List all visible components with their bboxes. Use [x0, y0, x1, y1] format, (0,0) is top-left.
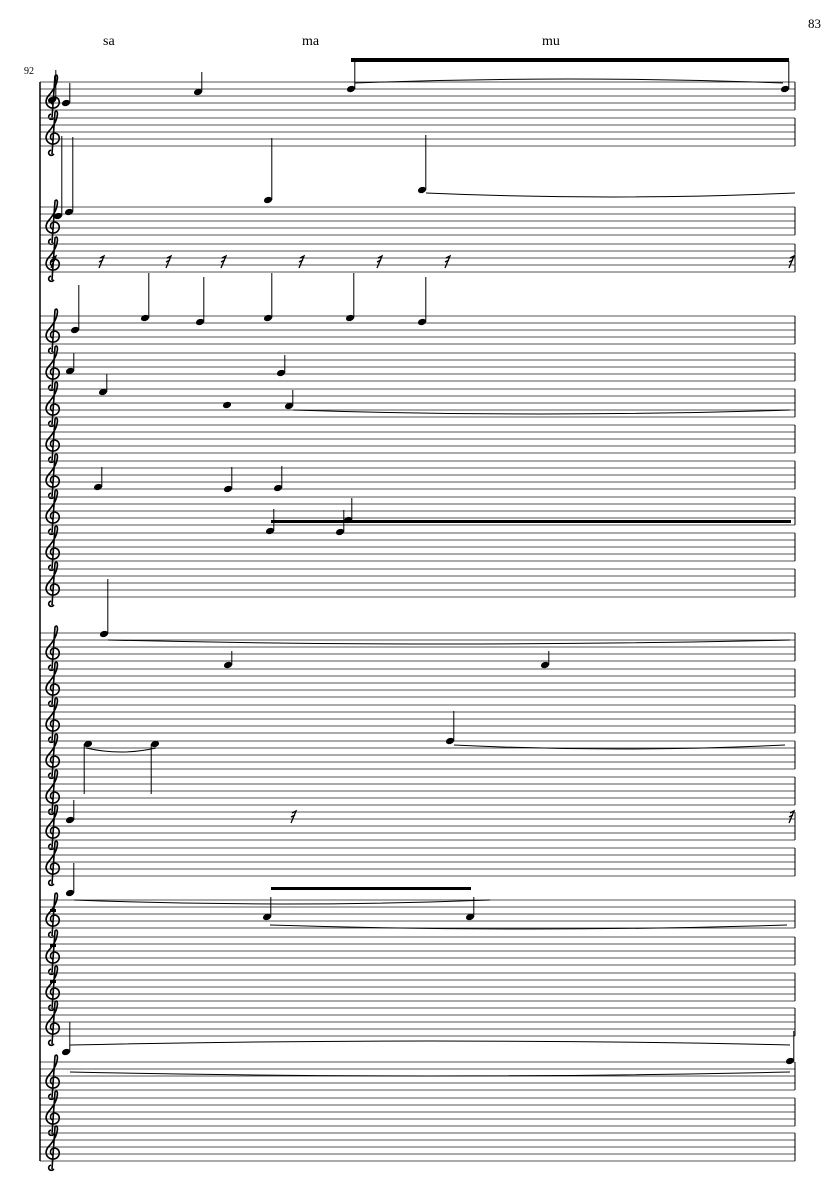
note-head	[64, 208, 74, 216]
note-head	[65, 889, 75, 897]
note-head	[223, 661, 233, 669]
beam	[351, 58, 789, 62]
note-head	[61, 1048, 71, 1056]
rest	[290, 809, 298, 824]
note-head	[150, 740, 160, 748]
rest	[444, 254, 452, 269]
beam	[271, 520, 791, 523]
treble-clef-icon	[45, 1090, 61, 1137]
note-head	[276, 369, 286, 377]
note-head	[262, 913, 272, 921]
whole-rest	[50, 909, 56, 912]
note-head	[540, 661, 550, 669]
measure-number: 92	[24, 66, 34, 77]
lyric-syllable: ma	[302, 34, 320, 49]
page-number: 83	[808, 16, 821, 31]
note-head	[98, 388, 108, 396]
note-head	[785, 1057, 795, 1065]
note-head	[284, 402, 294, 410]
chord-note	[140, 314, 150, 322]
lyric-syllable: mu	[542, 34, 560, 49]
tie	[69, 1071, 791, 1077]
note-head	[53, 212, 63, 220]
tie	[269, 924, 788, 930]
rest	[788, 809, 796, 824]
whole-rest	[50, 944, 56, 947]
tie	[107, 639, 791, 645]
tie	[69, 1040, 791, 1046]
treble-clef-icon	[45, 561, 61, 608]
note-head	[83, 740, 93, 748]
treble-clef-icon	[45, 236, 61, 283]
note-head	[223, 485, 233, 493]
note-head	[47, 96, 57, 104]
treble-clef-icon	[45, 840, 61, 887]
note-head	[335, 528, 345, 536]
treble-clef-icon	[45, 1000, 61, 1047]
chord-note	[345, 314, 355, 322]
note-head	[780, 85, 790, 93]
tie	[292, 409, 791, 415]
note-head	[263, 196, 273, 204]
treble-clef-icon	[45, 769, 61, 816]
rest	[298, 254, 306, 269]
lyric-syllable: sa	[103, 34, 115, 49]
tie	[354, 78, 784, 84]
rest	[220, 254, 228, 269]
rest	[98, 254, 106, 269]
treble-clef-icon	[45, 965, 61, 1012]
chord-note	[70, 326, 80, 334]
note-head	[265, 527, 275, 535]
tie	[73, 899, 491, 905]
note-head	[273, 484, 283, 492]
whole-rest	[50, 980, 56, 983]
note-head	[465, 913, 475, 921]
note-head	[445, 737, 455, 745]
note-head	[65, 816, 75, 824]
tie	[453, 744, 786, 750]
note-head	[417, 186, 427, 194]
rest	[788, 254, 796, 269]
note-head	[61, 99, 71, 107]
rest	[165, 254, 173, 269]
tie	[85, 747, 157, 753]
chord-note	[263, 314, 273, 322]
chord-note	[195, 318, 205, 326]
note-head	[93, 483, 103, 491]
rest	[376, 254, 384, 269]
beam	[271, 887, 471, 890]
tie	[425, 192, 796, 198]
note-head	[346, 85, 356, 93]
note-head	[99, 630, 109, 638]
note-head	[193, 88, 203, 96]
chord-note	[417, 318, 427, 326]
note-head	[65, 367, 75, 375]
note-head	[222, 401, 232, 409]
treble-clef-icon	[45, 1125, 61, 1172]
treble-clef-icon	[45, 110, 61, 157]
rest	[50, 254, 58, 269]
